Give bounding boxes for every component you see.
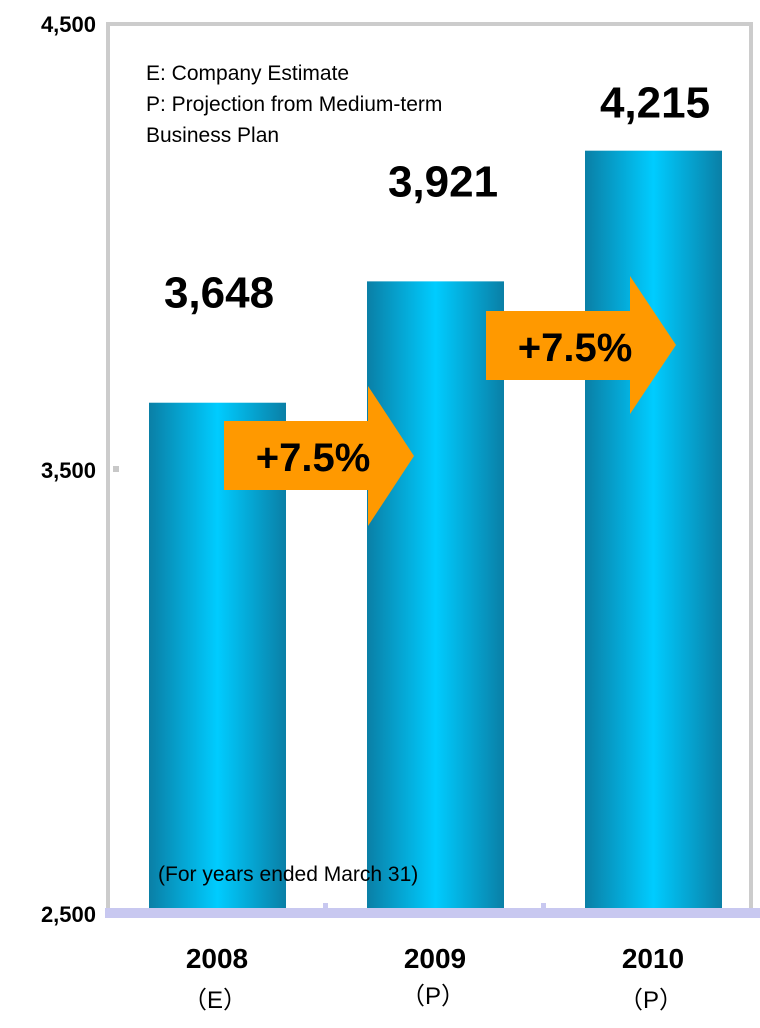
legend-note-estimate: E: Company Estimate	[146, 62, 349, 85]
value-label-2010: 4,215	[600, 79, 710, 128]
arrow-shape	[486, 276, 676, 414]
growth-label: +7.5%	[518, 326, 633, 370]
growth-arrow-2009-2010: +7.5%	[486, 276, 676, 414]
y-tick-label: 3,500	[41, 458, 96, 483]
x-axis	[105, 908, 760, 918]
category-sublabel-2008: （E）	[183, 987, 247, 1014]
growth-arrow-2008-2009: +7.5%	[224, 386, 414, 526]
arrow-shape	[224, 386, 414, 526]
value-label-2008: 3,648	[164, 269, 274, 318]
bar-2010	[585, 150, 722, 913]
bar-2009	[367, 281, 504, 914]
legend-note-business-plan: Business Plan	[146, 124, 279, 147]
category-label-2009: 2009	[404, 943, 466, 974]
category-label-2010: 2010	[622, 943, 684, 974]
x-axis-tick-mark	[541, 903, 546, 911]
y-tick-label: 4,500	[41, 12, 96, 37]
category-label-2008: 2008	[186, 943, 248, 974]
growth-label: +7.5%	[256, 436, 371, 480]
footnote: (For years ended March 31)	[158, 863, 418, 886]
y-axis-tick-mark	[113, 466, 119, 472]
category-sublabel-2009: （P）	[401, 983, 465, 1010]
legend-note-projection: P: Projection from Medium-term	[146, 93, 442, 116]
category-sublabel-2010: （P）	[619, 987, 683, 1014]
y-tick-label: 2,500	[41, 902, 96, 927]
value-label-2009: 3,921	[388, 157, 498, 206]
x-axis-tick-mark	[323, 903, 328, 911]
